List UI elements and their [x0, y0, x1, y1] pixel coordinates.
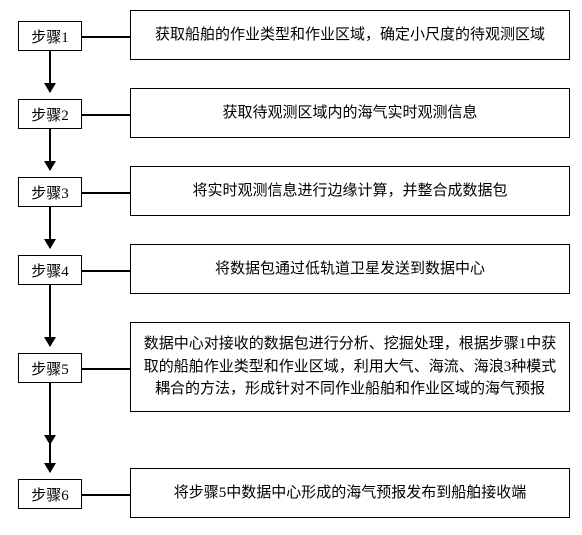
step-desc-3: 将实时观测信息进行边缘计算，并整合成数据包 — [130, 166, 570, 216]
connector-3 — [82, 192, 130, 194]
connector-6 — [82, 494, 130, 496]
step-label-6: 步骤6 — [18, 479, 82, 509]
step-label-text: 步骤6 — [31, 484, 69, 505]
step-desc-1: 获取船舶的作业类型和作业区域，确定小尺度的待观测区域 — [130, 10, 570, 60]
step-desc-text: 将步骤5中数据中心形成的海气预报发布到船舶接收端 — [174, 482, 527, 505]
connector-5 — [82, 368, 130, 370]
step-desc-text: 将实时观测信息进行边缘计算，并整合成数据包 — [192, 180, 507, 203]
step-desc-text: 获取船舶的作业类型和作业区域，确定小尺度的待观测区域 — [155, 24, 545, 47]
step-label-1: 步骤1 — [18, 21, 82, 51]
step-label-2: 步骤2 — [18, 99, 82, 129]
arrow-5b — [49, 412, 51, 472]
step-label-text: 步骤2 — [31, 104, 69, 125]
step-desc-4: 将数据包通过低轨道卫星发送到数据中心 — [130, 244, 570, 294]
step-desc-6: 将步骤5中数据中心形成的海气预报发布到船舶接收端 — [130, 468, 570, 518]
connector-2 — [82, 114, 130, 116]
step-desc-text: 获取待观测区域内的海气实时观测信息 — [222, 102, 477, 125]
step-desc-2: 获取待观测区域内的海气实时观测信息 — [130, 88, 570, 138]
step-label-text: 步骤4 — [31, 260, 69, 281]
step-label-4: 步骤4 — [18, 255, 82, 285]
connector-1 — [82, 36, 130, 38]
arrow-3 — [49, 207, 51, 248]
step-label-text: 步骤1 — [31, 26, 69, 47]
arrow-4 — [49, 285, 51, 346]
step-label-text: 步骤5 — [31, 358, 69, 379]
arrow-1 — [49, 51, 51, 92]
flowchart-canvas: 步骤1 获取船舶的作业类型和作业区域，确定小尺度的待观测区域步骤2 获取待观测区域内… — [0, 0, 582, 535]
step-label-3: 步骤3 — [18, 177, 82, 207]
step-label-5: 步骤5 — [18, 353, 82, 383]
step-desc-text: 数据中心对接收的数据包进行分析、挖掘处理，根据步骤1中获取的船舶作业类型和作业区… — [141, 333, 559, 401]
arrow-2 — [49, 129, 51, 170]
step-desc-5: 数据中心对接收的数据包进行分析、挖掘处理，根据步骤1中获取的船舶作业类型和作业区… — [130, 322, 570, 412]
step-label-text: 步骤3 — [31, 182, 69, 203]
step-desc-text: 将数据包通过低轨道卫星发送到数据中心 — [215, 258, 485, 281]
connector-4 — [82, 270, 130, 272]
